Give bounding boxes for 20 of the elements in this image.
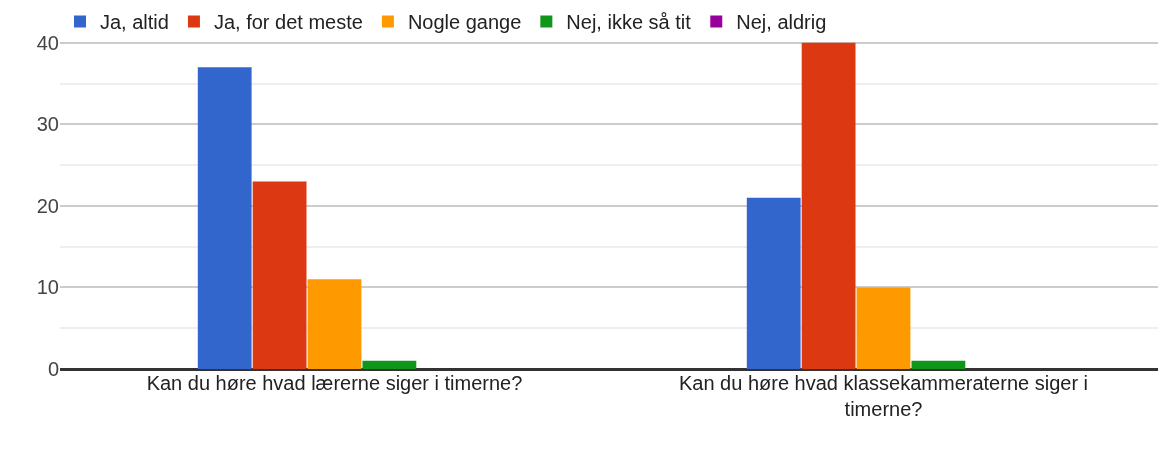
y-tick-label: 20 [36, 194, 59, 217]
y-tick-label: 40 [36, 31, 59, 54]
bar [746, 197, 801, 369]
y-tick-label: 10 [36, 276, 59, 299]
bar [911, 360, 966, 369]
y-tick-label: 30 [36, 113, 59, 136]
x-tick-label: Kan du høre hvad klassekammeraterne siger i timerne? [678, 372, 1089, 420]
legend-label: Ja, altid [100, 11, 169, 34]
bar [856, 287, 911, 369]
x-tick-label: Kan du høre hvad lærerne siger i timerne? [146, 372, 523, 394]
bar [197, 67, 252, 369]
legend-label: Ja, for det meste [213, 11, 363, 34]
legend-label: Nej, ikke så tit [566, 11, 692, 34]
legend-label: Nej, aldrig [736, 11, 827, 34]
bar [252, 181, 307, 369]
bar [307, 279, 362, 369]
bar [801, 42, 856, 369]
bar [362, 360, 417, 369]
legend-label: Nogle gange [407, 11, 522, 34]
y-tick-label: 0 [47, 358, 59, 380]
